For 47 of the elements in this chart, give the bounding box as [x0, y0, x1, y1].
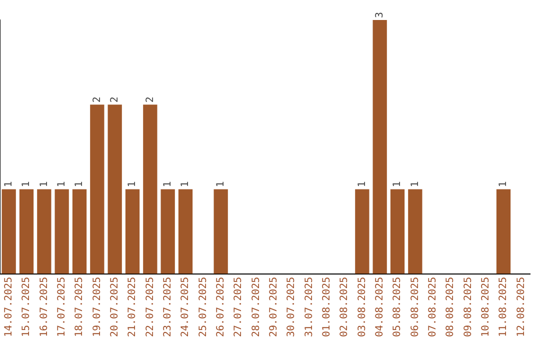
- x-tick-label: 20.07.2025: [109, 276, 120, 338]
- data-label: 1: [410, 181, 421, 188]
- x-tick-label: 18.07.2025: [74, 276, 86, 338]
- x-tick-label: 21.07.2025: [127, 276, 138, 338]
- x-tick-label: 14.07.2025: [3, 276, 14, 338]
- x-tick-label: 16.07.2025: [38, 276, 50, 338]
- data-label: 1: [127, 181, 138, 188]
- x-tick-label: 06.08.2025: [410, 276, 421, 338]
- x-tick-label: 24.07.2025: [180, 276, 192, 338]
- x-tick-label: 09.08.2025: [462, 276, 474, 338]
- x-tick-label: 05.08.2025: [392, 276, 404, 338]
- data-label: 3: [374, 12, 386, 18]
- data-label: 2: [92, 96, 103, 103]
- x-tick-label: 02.08.2025: [339, 276, 350, 338]
- x-tick-label: 11.08.2025: [498, 276, 510, 338]
- x-tick-label: 23.07.2025: [162, 276, 174, 338]
- data-label: 1: [356, 181, 368, 188]
- x-tick-label: 17.07.2025: [56, 276, 68, 338]
- x-tick-label: 08.08.2025: [445, 276, 456, 338]
- x-tick-label: 19.07.2025: [92, 276, 103, 338]
- data-label: 2: [144, 96, 156, 103]
- data-label: 1: [162, 181, 174, 188]
- x-tick-label: 12.08.2025: [516, 276, 527, 338]
- x-tick-label: 01.08.2025: [321, 276, 332, 338]
- x-tick-label: 07.08.2025: [427, 276, 438, 338]
- data-label: 1: [74, 181, 86, 188]
- x-tick-label: 26.07.2025: [215, 276, 226, 338]
- x-tick-label: 15.07.2025: [21, 276, 32, 338]
- data-label: 1: [38, 181, 50, 188]
- x-tick-label: 04.08.2025: [374, 276, 386, 338]
- x-tick-label: 10.08.2025: [480, 276, 492, 338]
- data-label: 1: [21, 181, 32, 188]
- data-label: 1: [180, 181, 192, 188]
- x-tick-label: 22.07.2025: [144, 276, 156, 338]
- x-tick-label: 29.07.2025: [268, 276, 280, 338]
- data-label: 1: [392, 181, 404, 188]
- x-tick-label: 27.07.2025: [233, 276, 244, 338]
- x-tick-label: 03.08.2025: [356, 276, 368, 338]
- x-tick-label: 28.07.2025: [250, 276, 262, 338]
- data-label: 1: [3, 181, 14, 188]
- data-label: 2: [109, 96, 120, 103]
- data-label: 1: [498, 181, 510, 188]
- x-tick-label: 30.07.2025: [286, 276, 298, 338]
- x-tick-label: 25.07.2025: [198, 276, 209, 338]
- data-label: 1: [215, 181, 226, 188]
- data-label: 1: [56, 181, 68, 188]
- x-tick-label: 31.07.2025: [304, 276, 315, 338]
